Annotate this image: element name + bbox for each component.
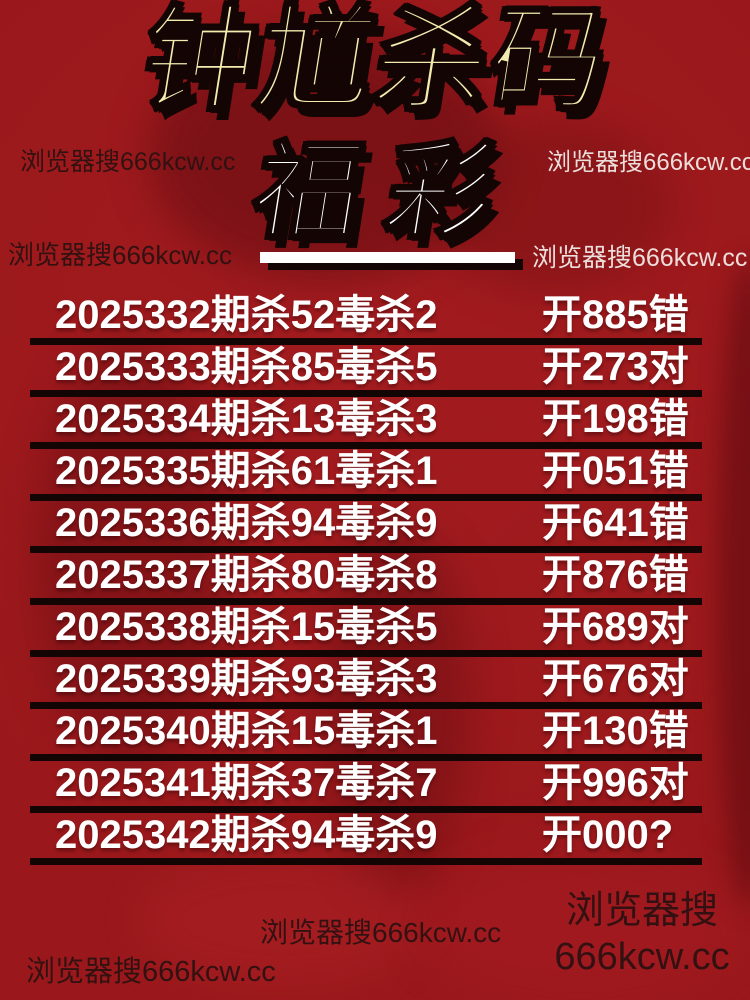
row-prediction: 2025336期杀94毒杀9 (55, 501, 438, 545)
row-result: 开000? (542, 813, 674, 857)
subtitle-underline-bar (260, 252, 515, 263)
row-result: 开198错 (542, 397, 689, 441)
background-art (718, 260, 750, 910)
row-result: 开996对 (542, 761, 689, 805)
table-row: 2025340期杀15毒杀1 开130错 (30, 709, 702, 761)
table-row: 2025337期杀80毒杀8 开876错 (30, 553, 702, 605)
watermark-right-second: 浏览器搜666kcw.cc (532, 244, 748, 272)
row-prediction: 2025338期杀15毒杀5 (55, 605, 438, 649)
watermark-bottom-left: 浏览器搜666kcw.cc (26, 956, 276, 988)
table-row: 2025336期杀94毒杀9 开641错 (30, 501, 702, 553)
page-subtitle: 福彩 (244, 132, 530, 253)
row-prediction: 2025340期杀15毒杀1 (55, 709, 438, 753)
row-result: 开885错 (542, 293, 689, 337)
row-prediction: 2025342期杀94毒杀9 (55, 813, 438, 857)
table-row: 2025341期杀37毒杀7 开996对 (30, 761, 702, 813)
watermark-top-left: 浏览器搜666kcw.cc (20, 148, 236, 176)
watermark-bottom-right-line1: 浏览器搜 (565, 890, 718, 932)
watermark-top-right: 浏览器搜666kcw.cc (547, 149, 750, 176)
row-prediction: 2025334期杀13毒杀3 (55, 397, 438, 441)
watermark-left-second: 浏览器搜666kcw.cc (8, 240, 232, 270)
watermark-bottom-center: 浏览器搜666kcw.cc (260, 917, 502, 948)
row-prediction: 2025339期杀93毒杀3 (55, 657, 438, 701)
row-result: 开273对 (542, 345, 689, 389)
row-result: 开641错 (542, 501, 689, 545)
row-prediction: 2025333期杀85毒杀5 (55, 345, 438, 389)
row-result: 开676对 (542, 657, 689, 701)
row-result: 开689对 (542, 605, 689, 649)
page-title: 钟馗杀码 (132, 0, 619, 126)
row-prediction: 2025337期杀80毒杀8 (55, 553, 438, 597)
row-prediction: 2025341期杀37毒杀7 (55, 761, 438, 805)
watermark-bottom-right: 浏览器搜 666kcw.cc (550, 888, 734, 981)
row-result: 开876错 (542, 553, 689, 597)
table-row: 2025342期杀94毒杀9 开000? (30, 813, 702, 865)
row-prediction: 2025332期杀52毒杀2 (55, 293, 438, 337)
table-row: 2025338期杀15毒杀5 开689对 (30, 605, 702, 657)
table-row: 2025339期杀93毒杀3 开676对 (30, 657, 702, 709)
row-prediction: 2025335期杀61毒杀1 (55, 449, 438, 493)
row-result: 开051错 (542, 449, 689, 493)
table-row: 2025332期杀52毒杀2 开885错 (30, 293, 702, 345)
table-row: 2025335期杀61毒杀1 开051错 (30, 449, 702, 501)
watermark-bottom-right-line2: 666kcw.cc (554, 936, 730, 979)
row-result: 开130错 (542, 709, 689, 753)
table-row: 2025334期杀13毒杀3 开198错 (30, 397, 702, 449)
results-table: 2025332期杀52毒杀2 开885错 2025333期杀85毒杀5 开273… (30, 293, 702, 865)
table-row: 2025333期杀85毒杀5 开273对 (30, 345, 702, 397)
